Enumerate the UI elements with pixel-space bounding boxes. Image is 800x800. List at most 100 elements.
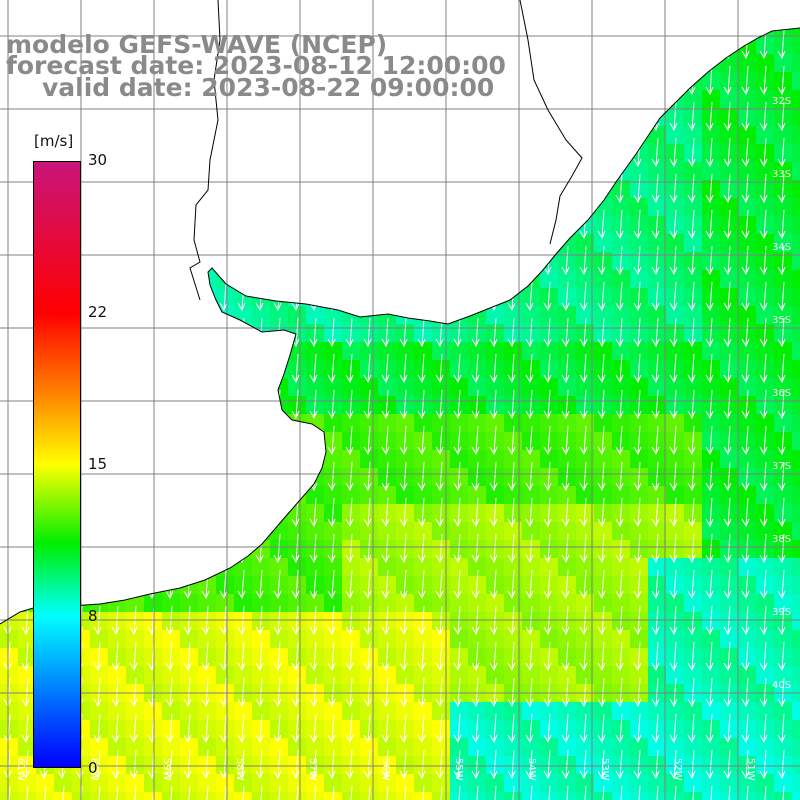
wind-arrow	[327, 137, 336, 168]
wind-arrow	[93, 497, 102, 528]
wind-arrow	[381, 785, 390, 800]
wind-arrow	[93, 785, 102, 800]
wind-arrow	[21, 785, 30, 800]
wind-arrow	[741, 533, 750, 564]
wind-arrow	[21, 353, 30, 384]
wind-arrow	[165, 425, 174, 456]
wind-arrow	[21, 209, 30, 240]
wind-arrow	[597, 533, 606, 564]
wind-arrow	[579, 425, 588, 456]
wind-arrow	[381, 569, 390, 600]
wind-arrow	[291, 749, 300, 780]
wind-arrow	[255, 425, 264, 456]
wind-arrow	[669, 677, 678, 708]
wind-arrow	[111, 353, 120, 384]
wind-arrow	[597, 389, 606, 420]
wind-arrow	[489, 173, 498, 204]
wind-arrow	[165, 245, 174, 276]
wind-arrow	[525, 425, 534, 456]
wind-arrow	[237, 389, 246, 420]
wind-arrow	[93, 569, 102, 600]
wind-arrow	[309, 389, 318, 420]
wind-arrow	[111, 389, 120, 420]
wind-arrow	[597, 569, 606, 600]
wind-arrow	[777, 641, 786, 672]
wind-arrow	[561, 533, 570, 564]
wind-arrow	[327, 461, 336, 492]
wind-arrow	[309, 749, 318, 780]
wind-arrow	[291, 713, 300, 744]
wind-arrow	[291, 785, 300, 800]
wind-arrow	[363, 209, 372, 240]
wind-arrow	[579, 245, 588, 276]
wind-arrow	[183, 101, 192, 132]
wind-arrow	[435, 569, 444, 600]
wind-arrow	[93, 317, 102, 348]
lon-label: 52W	[672, 758, 683, 781]
wind-arrow	[723, 29, 732, 60]
wind-arrow	[273, 389, 282, 420]
wind-arrow	[399, 533, 408, 564]
wind-arrow	[489, 317, 498, 348]
wind-arrow	[93, 173, 102, 204]
wind-arrow	[453, 677, 462, 708]
wind-arrow	[543, 101, 552, 132]
wind-arrow	[705, 713, 714, 744]
wind-arrow	[543, 533, 552, 564]
wind-arrow	[759, 317, 768, 348]
wind-arrow	[741, 317, 750, 348]
wind-arrow	[579, 785, 588, 800]
wind-arrow	[633, 677, 642, 708]
wind-arrow	[741, 497, 750, 528]
wind-arrow	[633, 245, 642, 276]
colorbar-tick-15: 15	[88, 455, 108, 473]
wind-arrow	[93, 749, 102, 780]
wind-arrow	[183, 173, 192, 204]
wind-arrow	[363, 389, 372, 420]
lon-label: 53W	[599, 758, 610, 781]
wind-arrow	[561, 497, 570, 528]
wind-arrow	[255, 641, 264, 672]
wind-arrow	[183, 497, 192, 528]
wind-arrow	[651, 137, 660, 168]
lat-label: 34S	[772, 242, 791, 253]
wind-arrow	[615, 641, 624, 672]
wind-arrow	[219, 173, 228, 204]
wind-arrow	[111, 245, 120, 276]
wind-arrow	[453, 533, 462, 564]
wind-arrow	[525, 353, 534, 384]
wind-arrow	[273, 749, 282, 780]
wind-arrow	[363, 281, 372, 312]
wind-arrow	[687, 353, 696, 384]
wind-arrow	[525, 209, 534, 240]
wind-arrow	[21, 245, 30, 276]
wind-arrow	[309, 317, 318, 348]
wind-arrow	[669, 101, 678, 132]
wind-arrow	[21, 533, 30, 564]
wind-arrow	[669, 785, 678, 800]
lat-label: 39S	[772, 607, 791, 618]
wind-arrow	[57, 101, 66, 132]
wind-arrow	[471, 497, 480, 528]
wind-arrow	[507, 173, 516, 204]
wind-arrow	[597, 713, 606, 744]
wind-arrow	[561, 461, 570, 492]
wind-arrow	[597, 641, 606, 672]
wind-arrow	[381, 173, 390, 204]
wind-arrow	[651, 353, 660, 384]
wind-arrow	[201, 101, 210, 132]
wind-arrow	[219, 641, 228, 672]
wind-arrow	[381, 101, 390, 132]
wind-arrow	[687, 461, 696, 492]
wind-arrow	[561, 389, 570, 420]
wind-arrow	[687, 641, 696, 672]
wind-arrow	[723, 461, 732, 492]
wind-arrow	[723, 749, 732, 780]
wind-arrow	[129, 713, 138, 744]
wind-arrow	[417, 137, 426, 168]
wind-arrow	[723, 101, 732, 132]
wind-arrow	[309, 353, 318, 384]
wind-arrow	[21, 713, 30, 744]
wind-arrow	[777, 353, 786, 384]
wind-arrow	[687, 713, 696, 744]
